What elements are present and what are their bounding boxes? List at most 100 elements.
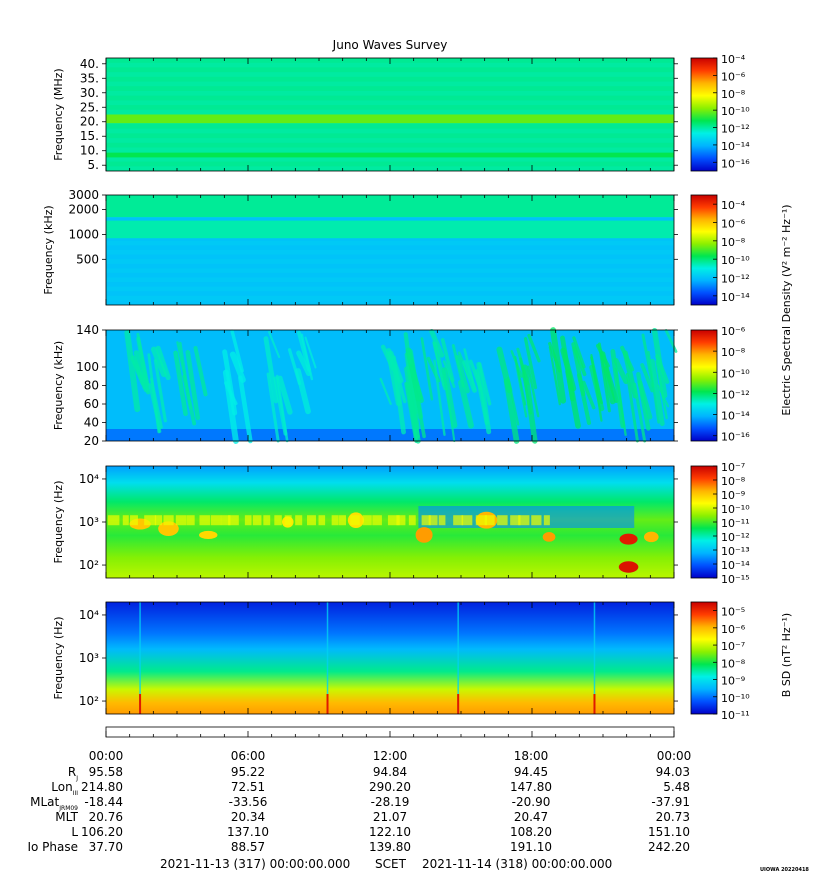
y-tick-label: 10.: [80, 144, 99, 158]
colorbar-tick-label: 10⁻⁸: [721, 236, 746, 249]
spectrogram-band-segment: [252, 515, 262, 526]
y-tick-label: 100: [76, 360, 99, 374]
y-tick-label: 3000: [68, 188, 99, 202]
spectrogram-burst: [429, 329, 445, 358]
spectrogram-burst: [647, 350, 660, 424]
electric-colorbar-label: Electric Spectral Density (V² m⁻² Hz⁻¹): [780, 204, 793, 415]
footer-start-date: 2021-11-13 (317) 00:00:00.000: [160, 857, 350, 871]
colorbar-0: [690, 57, 718, 172]
spectrogram-burst: [149, 377, 163, 429]
time-tick-label: 12:00: [373, 749, 408, 763]
spectrogram-band-segment: [372, 515, 382, 526]
spectrogram-band-segment: [210, 515, 222, 526]
ephemeris-row-sub: III: [73, 790, 79, 797]
spectrogram-band-texture: [106, 259, 674, 264]
spectrogram-band-texture: [106, 123, 674, 129]
colorbar-tick-label: 10⁻¹¹: [721, 517, 750, 530]
spectrogram-band-texture: [106, 161, 674, 167]
colorbar-tick-label: 10⁻¹²: [721, 531, 750, 544]
y-tick-label: 10³: [79, 651, 99, 665]
spectrogram-band-segment: [199, 515, 210, 526]
y-tick-label: 140: [76, 323, 99, 337]
ephemeris-value: 94.84: [373, 765, 407, 779]
spectrogram-band-segment: [318, 515, 326, 526]
spectrogram-band-segment: [421, 515, 431, 526]
spectrogram-panel-2: [106, 327, 678, 444]
spectrogram-band-texture: [106, 295, 674, 301]
y-tick-label: 40: [84, 416, 99, 430]
spectrogram-burst: [420, 337, 434, 401]
spectrogram-band-segment: [428, 515, 438, 526]
colorbar-tick-label: 10⁻¹¹: [721, 709, 750, 722]
spectrogram-band-texture: [106, 133, 674, 139]
y-tick-label: 1000: [68, 227, 99, 241]
spectrogram-burst: [590, 354, 603, 422]
spectrogram-burst: [440, 338, 455, 383]
spectrogram-burst: [185, 349, 201, 421]
y-tick-label: 10²: [79, 694, 99, 708]
spectrogram-band-segment: [484, 515, 495, 526]
spectrogram-burst: [548, 346, 561, 406]
spectrogram-hotspot: [415, 527, 433, 543]
spectrogram-band-segment: [461, 515, 473, 526]
colorbar-tick-label: 10⁻⁴: [721, 53, 746, 66]
y-tick-label: 80: [84, 379, 99, 393]
spectrogram-burst: [462, 360, 478, 393]
spectrogram-hotspot: [643, 531, 659, 543]
y-axis-label: Frequency (Hz): [52, 617, 65, 700]
y-tick-label: 60: [84, 397, 99, 411]
spectrogram-band-segment: [186, 515, 195, 526]
spectrogram-burst: [527, 365, 540, 418]
colorbar-tick-label: 10⁻¹⁴: [721, 410, 750, 423]
spectrogram-burst: [548, 341, 562, 373]
spectrogram-burst: [432, 341, 445, 387]
spectrogram-band-segment: [543, 515, 550, 526]
ephemeris-value: 20.34: [231, 810, 265, 824]
y-tick-label: 20.: [80, 115, 99, 129]
spectrogram-burst: [173, 350, 188, 417]
spectrogram-band-segment: [307, 515, 316, 526]
spectrogram-burst: [222, 349, 238, 416]
ephemeris-row-label: Io Phase: [27, 840, 78, 854]
y-axis-label: Frequency (MHz): [52, 68, 65, 160]
ephemeris-value: 214.80: [81, 780, 123, 794]
spectrogram-burst: [136, 336, 151, 395]
spectrogram-burst: [637, 380, 653, 420]
spectrogram-burst: [277, 375, 293, 415]
y-axis-label: Frequency (kHz): [42, 205, 55, 294]
colorbar-tick-label: 10⁻¹⁴: [721, 140, 750, 153]
ephemeris-value: 94.03: [656, 765, 690, 779]
spectrogram-panel-1: [106, 195, 674, 305]
spectrogram-band-segment: [228, 515, 239, 526]
ephemeris-value: 290.20: [369, 780, 411, 794]
ephemeris-value: 72.51: [231, 780, 265, 794]
ephemeris-value: 137.10: [227, 825, 269, 839]
spectrogram-band-texture: [106, 76, 674, 82]
y-tick-label: 20: [84, 434, 99, 448]
ephemeris-value: -37.91: [651, 795, 690, 809]
spectrogram-burst: [625, 372, 639, 443]
colorbar-tick-label: 10⁻¹⁶: [721, 431, 750, 444]
y-tick-label: 30.: [80, 86, 99, 100]
spectrogram-burst: [295, 368, 311, 415]
colorbar-tick-label: 10⁻⁵: [721, 606, 745, 619]
spectrogram-burst: [610, 349, 626, 429]
time-tick-label: 06:00: [231, 749, 266, 763]
ephemeris-value: 21.07: [373, 810, 407, 824]
spectrogram-band-texture: [106, 268, 674, 273]
colorbar-tick-label: 10⁻¹⁰: [721, 367, 750, 380]
colorbar-tick-label: 10⁻¹⁵: [721, 573, 750, 586]
spectrogram-burst: [304, 336, 317, 369]
spectrogram-band-segment: [339, 515, 346, 526]
time-tick-label: 00:00: [657, 749, 692, 763]
spectrogram-burst: [266, 372, 280, 443]
colorbar-1: [690, 194, 718, 306]
ephemeris-value: 20.73: [656, 810, 690, 824]
spectrogram-band-texture: [106, 277, 674, 283]
spectrogram-band-segment: [387, 515, 400, 526]
ephemeris-value: 88.57: [231, 840, 265, 854]
spectrogram-burst: [404, 352, 420, 431]
spectrogram-band-texture: [106, 86, 674, 91]
spectrogram-burst: [622, 350, 638, 399]
